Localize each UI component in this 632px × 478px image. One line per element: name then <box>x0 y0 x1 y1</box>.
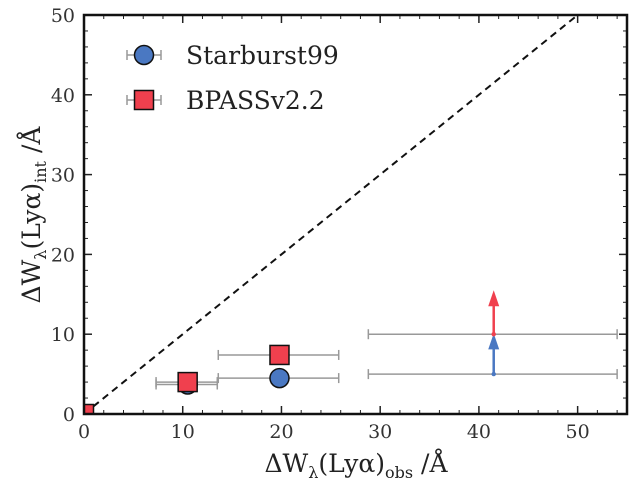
starburst99-marker <box>269 367 290 389</box>
x-tick-label: 30 <box>368 421 392 443</box>
x-tick-label: 0 <box>78 421 90 443</box>
y-axis-label: ΔWλ(Lyα)int /Å <box>16 126 50 304</box>
legend-marker-starburst99 <box>133 44 155 66</box>
starburst99-limit-arrowhead <box>488 333 500 350</box>
starburst99-limit-origin <box>491 371 496 377</box>
bpassv2-2-marker <box>84 403 95 414</box>
one-to-one-line <box>84 15 579 414</box>
bpassv2-2-marker <box>177 371 198 393</box>
bpassv2-2-marker <box>269 344 290 366</box>
x-tick-label: 40 <box>467 421 491 443</box>
legend-label-bpassv2-2: BPASSv2.2 <box>186 86 325 115</box>
y-tick-label: 50 <box>51 5 75 27</box>
legend-label-starburst99: Starburst99 <box>186 41 339 70</box>
x-tick-label: 50 <box>566 421 590 443</box>
axes-frame <box>82 13 629 416</box>
bpassv2-2-limit-origin <box>491 332 496 337</box>
bpassv2-2-limit-arrowhead <box>488 290 500 307</box>
x-axis-label: ΔWλ(Lyα)obs /Å <box>264 448 448 478</box>
plot-area: 0 10 20 30 40 50 0 10 20 30 40 50 Starburst99 BPASSv2… <box>51 5 629 443</box>
y-tick-label: 0 <box>63 404 75 426</box>
x-tick-label: 10 <box>171 421 195 443</box>
y-tick-label: 30 <box>51 165 75 187</box>
y-tick-label: 40 <box>51 85 75 107</box>
legend-marker-bpassv2-2 <box>133 89 155 111</box>
x-tick-label: 20 <box>269 421 293 443</box>
y-tick-label: 10 <box>51 324 75 346</box>
y-tick-label: 20 <box>51 244 75 266</box>
